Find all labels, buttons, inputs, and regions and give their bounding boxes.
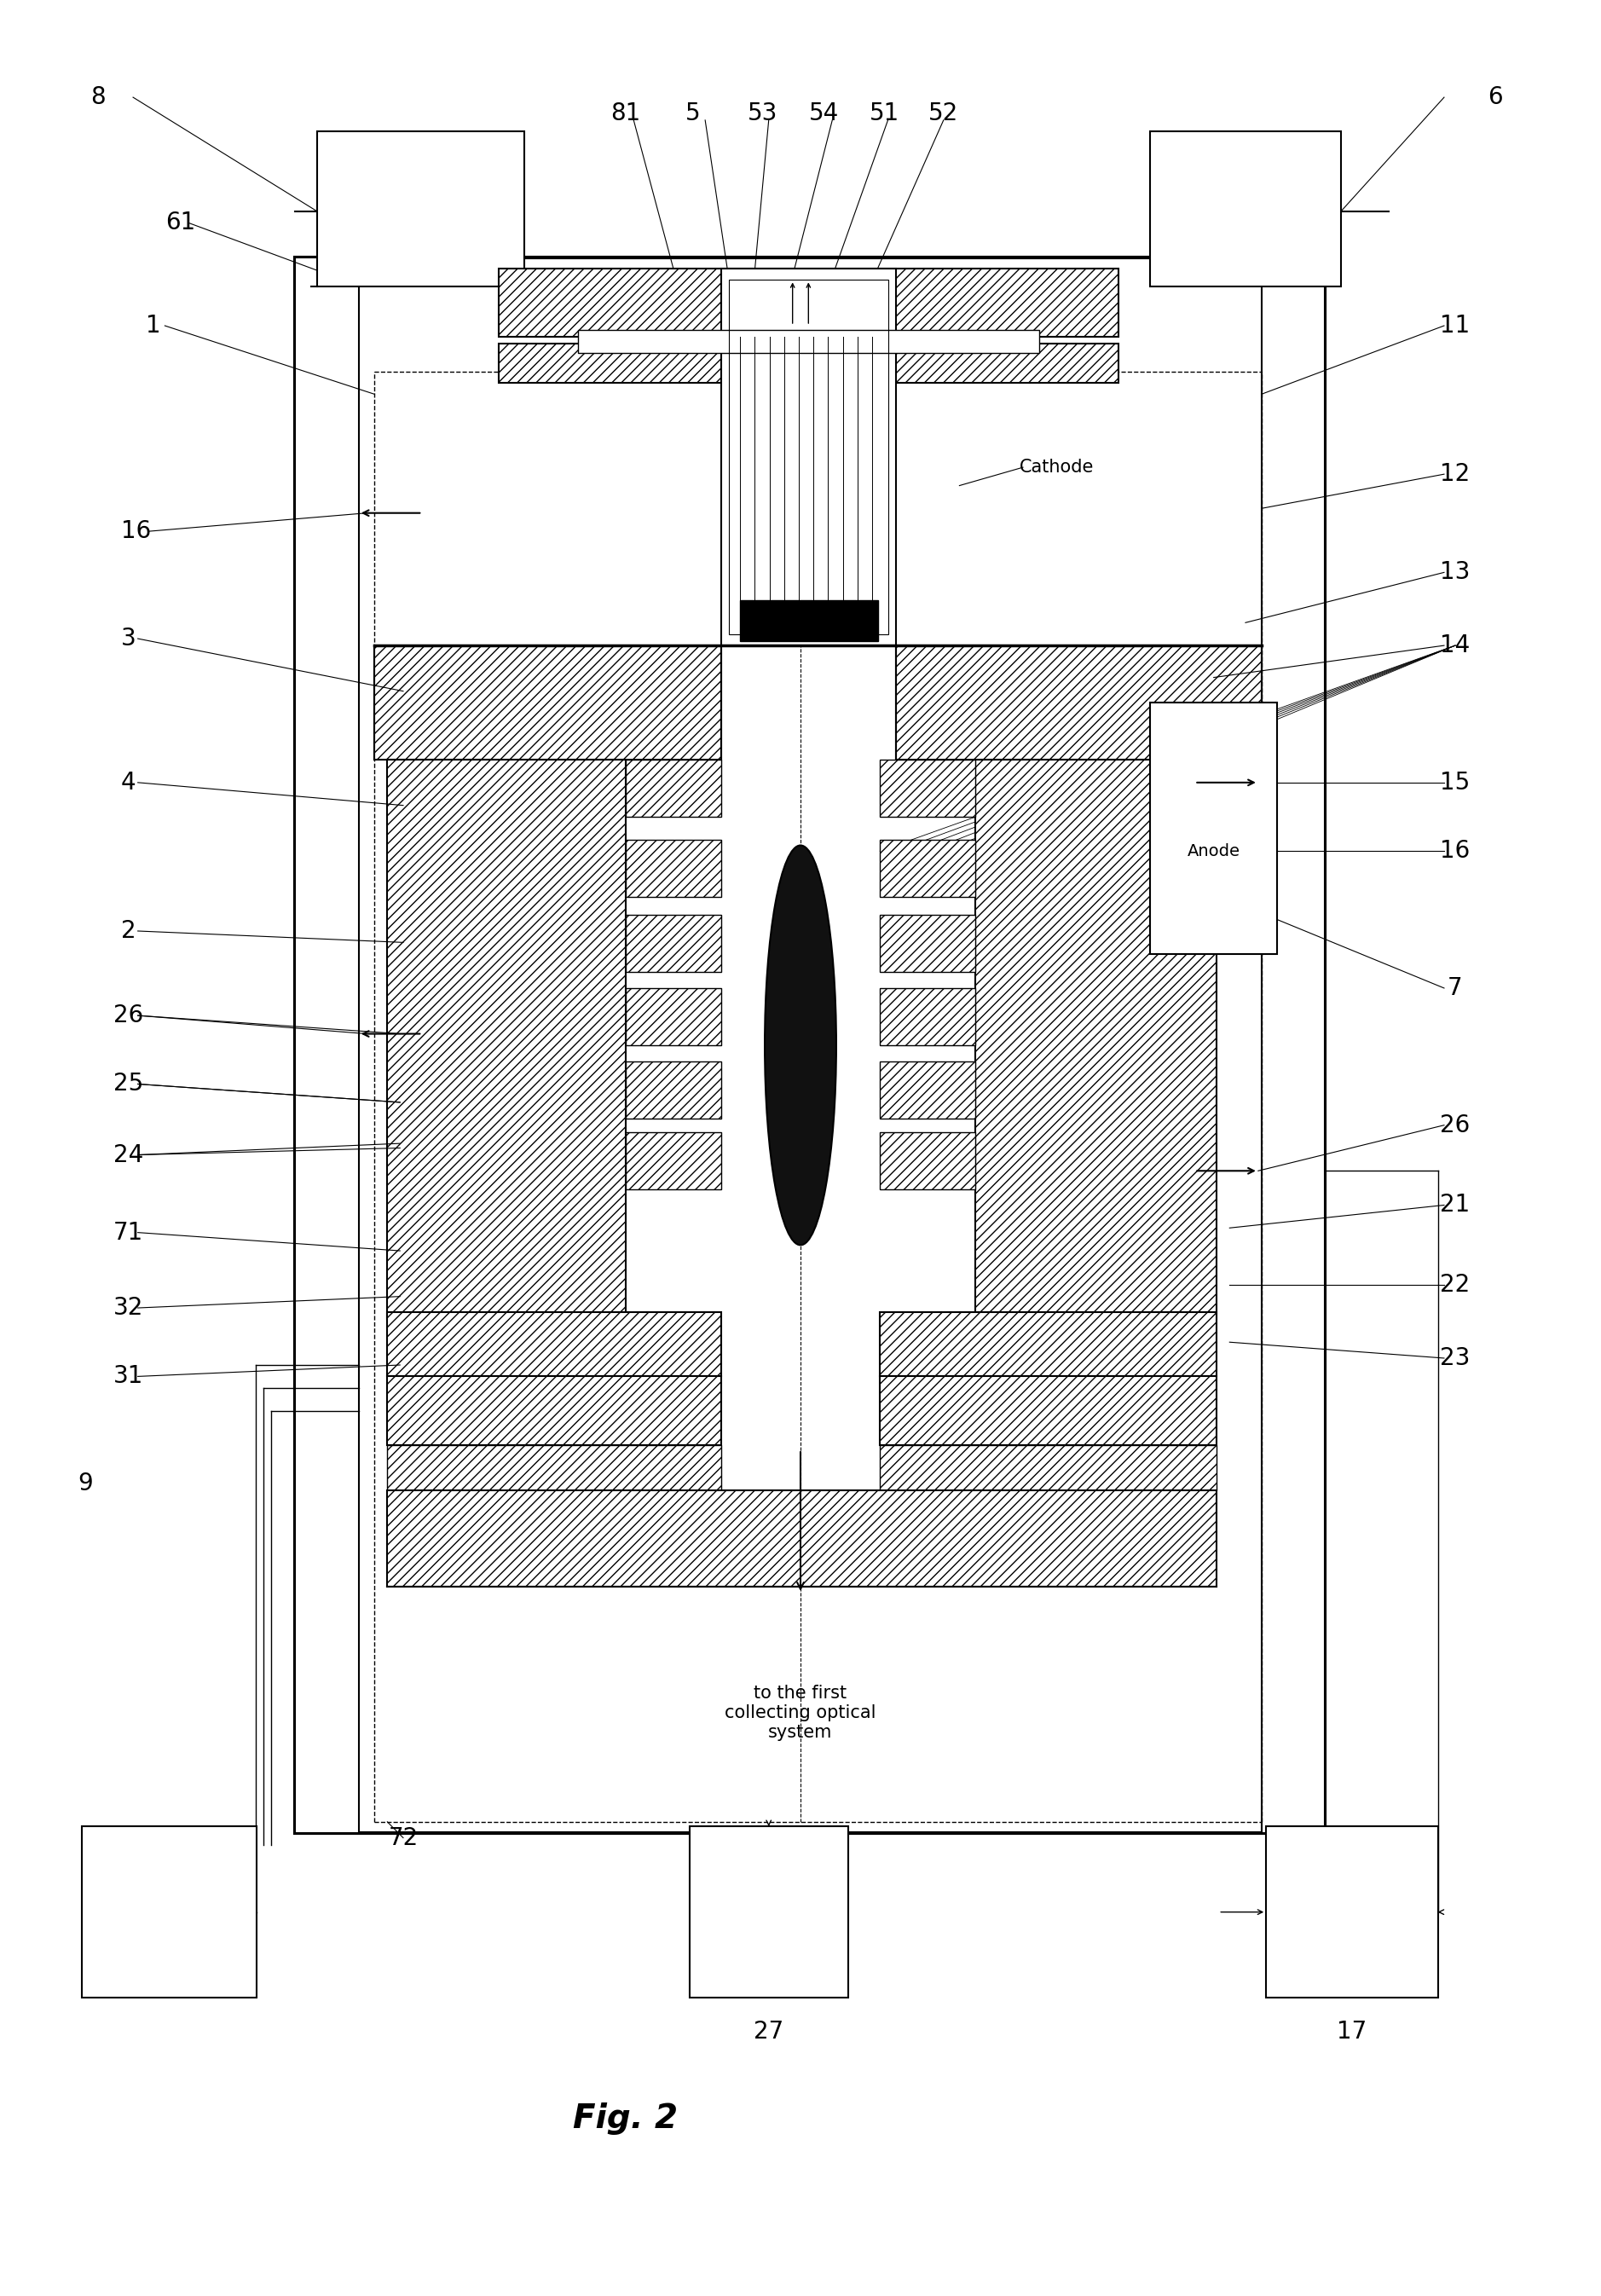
Bar — [881, 916, 975, 971]
Text: 7: 7 — [1447, 976, 1463, 1001]
Bar — [881, 840, 975, 898]
Bar — [295, 257, 1326, 1832]
Ellipse shape — [765, 845, 836, 1244]
Text: 27: 27 — [754, 2020, 784, 2043]
Text: 2: 2 — [120, 918, 136, 944]
Text: 53: 53 — [748, 101, 778, 126]
Text: 1: 1 — [146, 315, 162, 338]
Text: 24: 24 — [114, 1143, 144, 1166]
Text: 81: 81 — [610, 101, 640, 126]
Bar — [881, 1444, 1217, 1490]
Bar — [897, 645, 1262, 760]
Text: 61: 61 — [165, 211, 195, 234]
Bar — [881, 1313, 1217, 1375]
Text: 22: 22 — [1441, 1272, 1470, 1297]
Bar — [626, 1132, 720, 1189]
Bar — [387, 1375, 720, 1444]
Bar — [626, 840, 720, 898]
Text: 21: 21 — [1441, 1194, 1470, 1217]
Text: 5: 5 — [685, 101, 700, 126]
Bar — [975, 760, 1217, 1320]
Bar — [740, 599, 879, 641]
Bar — [317, 131, 524, 287]
Text: 3: 3 — [120, 627, 136, 650]
Text: 8: 8 — [91, 85, 106, 110]
Text: 52: 52 — [929, 101, 959, 126]
Bar — [387, 1313, 720, 1375]
Text: 6: 6 — [1487, 85, 1502, 110]
Bar — [1266, 1825, 1438, 1998]
Text: to the first
collecting optical
system: to the first collecting optical system — [725, 1685, 876, 1740]
Text: Cathode: Cathode — [1020, 459, 1095, 475]
Bar — [881, 760, 975, 817]
Bar — [375, 645, 720, 760]
Text: 26: 26 — [1441, 1114, 1470, 1137]
Text: 14: 14 — [1441, 634, 1470, 657]
Bar — [387, 760, 626, 1320]
Text: 13: 13 — [1441, 560, 1470, 583]
Bar — [728, 280, 889, 634]
Text: 4: 4 — [120, 771, 136, 794]
Text: 31: 31 — [114, 1364, 144, 1389]
Text: 17: 17 — [1337, 2020, 1367, 2043]
Text: 25: 25 — [114, 1072, 144, 1095]
Text: 16: 16 — [122, 519, 150, 544]
Bar — [295, 257, 359, 1832]
Text: 9: 9 — [78, 1472, 93, 1495]
Bar — [626, 760, 720, 817]
Text: 15: 15 — [1441, 771, 1470, 794]
Text: 23: 23 — [1441, 1345, 1470, 1371]
Bar — [720, 269, 897, 645]
Bar — [82, 1825, 258, 1998]
Text: 11: 11 — [1441, 315, 1470, 338]
Bar — [626, 916, 720, 971]
Bar — [881, 1132, 975, 1189]
Text: 16: 16 — [1441, 838, 1470, 863]
Text: 12: 12 — [1441, 461, 1470, 487]
Bar — [881, 1061, 975, 1118]
Text: Fig. 2: Fig. 2 — [573, 2103, 679, 2135]
Bar — [1262, 257, 1326, 1832]
Bar — [690, 1825, 849, 1998]
Bar — [578, 331, 1039, 354]
Text: 32: 32 — [114, 1295, 144, 1320]
Bar — [387, 1490, 1217, 1587]
Bar — [626, 987, 720, 1045]
Bar — [1150, 703, 1278, 953]
Text: 54: 54 — [810, 101, 839, 126]
Text: Anode: Anode — [1188, 843, 1241, 859]
Text: 51: 51 — [869, 101, 900, 126]
Bar — [881, 1375, 1217, 1444]
Bar — [626, 1061, 720, 1118]
Bar — [387, 1444, 720, 1490]
Text: 72: 72 — [387, 1825, 418, 1851]
Text: 71: 71 — [114, 1221, 144, 1244]
Text: 26: 26 — [114, 1003, 144, 1026]
Bar — [498, 344, 1119, 383]
Bar — [498, 269, 1119, 338]
Bar — [881, 987, 975, 1045]
Bar — [1150, 131, 1340, 287]
